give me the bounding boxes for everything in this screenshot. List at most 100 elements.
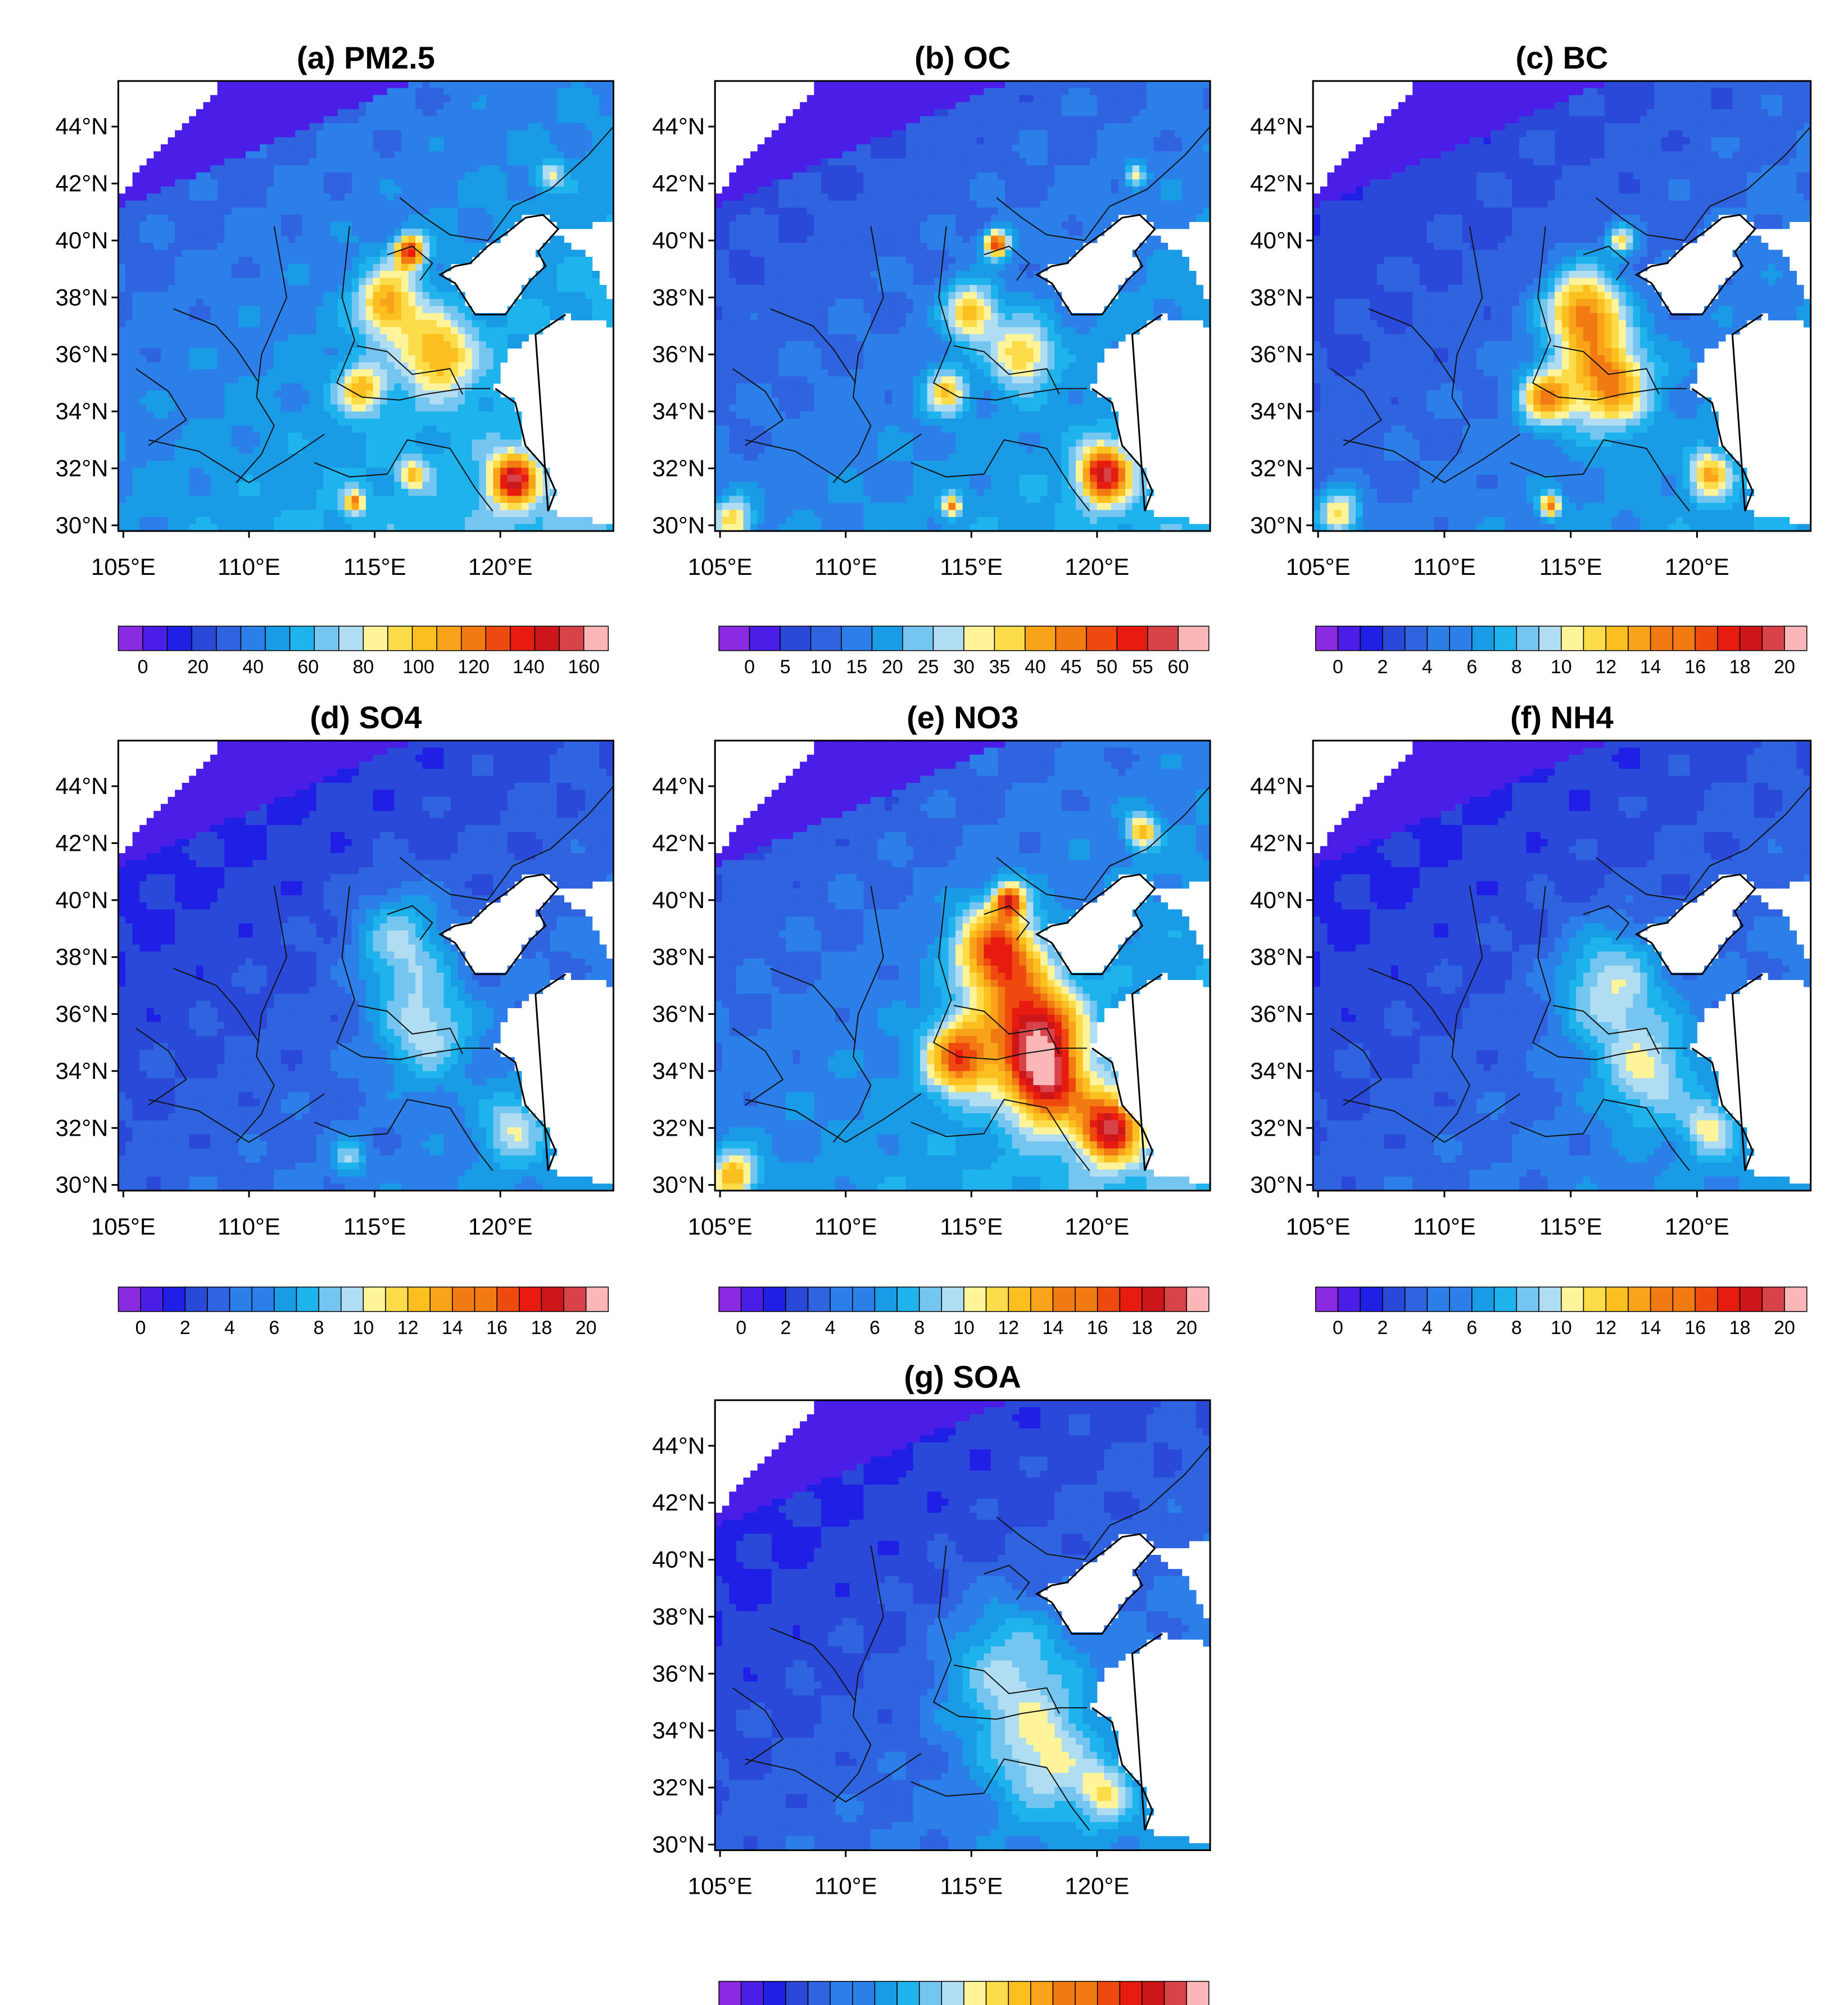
field-cell: [757, 383, 765, 391]
field-cell: [422, 313, 430, 321]
field-cell: [458, 214, 465, 223]
field-cell: [722, 235, 730, 243]
field-cell: [238, 404, 246, 412]
field-cell: [146, 334, 155, 342]
field-cell: [387, 453, 395, 461]
field-cell: [189, 228, 197, 237]
field-cell: [458, 228, 465, 237]
field-cell: [224, 474, 232, 482]
field-cell: [238, 446, 246, 454]
field-cell: [458, 502, 465, 511]
field-cell: [729, 306, 737, 314]
field-cell: [309, 510, 317, 518]
field-cell: [394, 151, 402, 159]
field-cell: [764, 278, 772, 285]
field-cell: [472, 109, 479, 117]
field-cell: [764, 468, 772, 475]
field-cell: [800, 376, 808, 384]
field-cell: [246, 207, 253, 215]
field-cell: [800, 250, 808, 257]
field-cell: [535, 313, 543, 321]
field-cell: [380, 341, 388, 349]
field-cell: [266, 95, 274, 103]
field-cell: [394, 123, 402, 131]
field-cell: [415, 516, 423, 525]
field-cell: [507, 123, 515, 131]
field-cell: [472, 404, 479, 412]
field-cell: [507, 474, 515, 482]
field-cell: [266, 460, 274, 468]
field-cell: [570, 306, 579, 314]
field-cell: [125, 383, 133, 391]
field-cell: [217, 418, 225, 426]
field-cell: [564, 158, 572, 166]
field-cell: [345, 418, 352, 426]
field-cell: [778, 502, 786, 511]
field-cell: [373, 116, 381, 124]
field-cell: [238, 250, 246, 257]
field-cell: [592, 299, 600, 307]
field-cell: [592, 313, 600, 321]
field-cell: [450, 488, 459, 497]
field-cell: [288, 460, 296, 468]
field-cell: [161, 453, 169, 461]
field-cell: [203, 460, 211, 468]
field-cell: [778, 137, 786, 145]
field-cell: [771, 439, 780, 447]
field-cell: [274, 207, 282, 215]
field-cell: [500, 411, 508, 419]
field-cell: [359, 362, 366, 370]
field-cell: [337, 214, 345, 223]
field-cell: [210, 285, 218, 293]
field-cell: [757, 390, 765, 398]
field-cell: [203, 123, 211, 131]
field-cell: [778, 256, 786, 265]
field-cell: [359, 123, 366, 131]
field-cell: [715, 228, 723, 237]
field-cell: [175, 432, 183, 440]
field-cell: [778, 186, 786, 194]
field-cell: [807, 397, 814, 405]
field-cell: [260, 510, 268, 518]
field-cell: [792, 390, 800, 398]
field-cell: [429, 278, 437, 285]
field-cell: [465, 362, 473, 370]
field-cell: [493, 109, 501, 117]
field-cell: [500, 165, 508, 173]
field-cell: [722, 221, 730, 229]
field-cell: [217, 88, 225, 96]
field-cell: [778, 404, 786, 412]
field-cell: [238, 432, 246, 440]
field-cell: [458, 510, 465, 518]
field-cell: [599, 193, 607, 201]
field-cell: [828, 482, 836, 489]
field-cell: [153, 158, 161, 166]
field-cell: [266, 200, 274, 208]
field-cell: [401, 200, 409, 208]
field-cell: [125, 327, 133, 335]
field-cell: [153, 235, 161, 243]
field-cell: [337, 285, 345, 293]
field-cell: [415, 488, 423, 497]
field-cell: [500, 474, 508, 482]
field-cell: [458, 242, 465, 251]
field-cell: [139, 207, 147, 215]
field-cell: [458, 446, 465, 454]
field-cell: [132, 193, 140, 201]
lat-tick-label: 36°N: [56, 341, 108, 368]
field-cell: [814, 390, 822, 398]
field-cell: [260, 383, 268, 391]
field-cell: [493, 327, 501, 335]
field-cell: [715, 432, 723, 440]
field-cell: [274, 390, 282, 398]
field-cell: [387, 193, 395, 201]
field-cell: [132, 256, 140, 265]
field-cell: [365, 200, 374, 208]
field-cell: [415, 404, 423, 412]
field-cell: [535, 81, 543, 89]
field-cell: [599, 285, 607, 293]
field-cell: [323, 116, 331, 124]
field-cell: [217, 482, 225, 489]
field-cell: [260, 235, 268, 243]
field-cell: [337, 264, 345, 271]
